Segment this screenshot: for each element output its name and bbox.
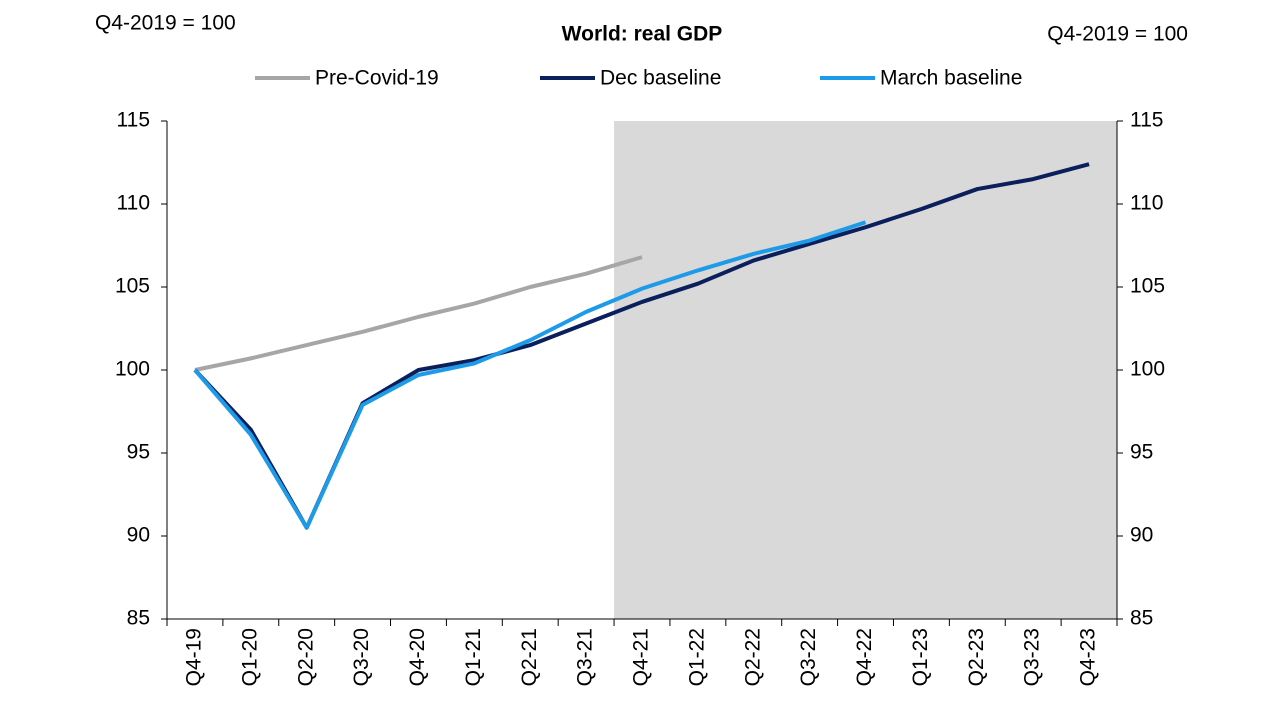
- y-tick-label: 95: [127, 441, 150, 464]
- y2-tick-label: 110: [1130, 192, 1163, 215]
- x-tick-label: Q2-21: [518, 628, 541, 686]
- left-axis-unit: Q4-2019 = 100: [95, 12, 236, 35]
- y2-tick-label: 100: [1130, 358, 1165, 381]
- x-tick-label: Q4-20: [406, 628, 429, 686]
- x-tick-label: Q4-19: [182, 628, 205, 686]
- series-line: [194, 255, 643, 372]
- y-tick-label: 115: [117, 109, 150, 132]
- x-tick-label: Q3-21: [574, 628, 597, 686]
- x-tick-label: Q3-20: [350, 628, 373, 686]
- x-tick-label: Q3-23: [1021, 628, 1044, 686]
- x-tick-label: Q1-23: [909, 628, 932, 686]
- y2-tick-label: 85: [1130, 607, 1153, 630]
- x-tick-label: Q4-21: [630, 628, 653, 686]
- y2-tick-label: 95: [1130, 441, 1153, 464]
- y-tick-label: 100: [115, 358, 150, 381]
- x-tick-label: Q1-21: [462, 628, 485, 686]
- right-axis-unit: Q4-2019 = 100: [1047, 23, 1188, 46]
- x-tick-label: Q1-20: [238, 628, 261, 686]
- x-tick-label: Q1-22: [685, 628, 708, 686]
- y2-tick-label: 115: [1130, 109, 1163, 132]
- legend-label: Dec baseline: [600, 67, 721, 90]
- chart-title: World: real GDP: [562, 23, 723, 46]
- y2-tick-label: 90: [1130, 524, 1153, 547]
- y-tick-label: 90: [127, 524, 150, 547]
- series-line: [193, 220, 867, 530]
- x-tick-label: Q4-22: [853, 628, 876, 686]
- x-tick-label: Q4-23: [1077, 628, 1100, 686]
- x-tick-label: Q2-22: [741, 628, 764, 686]
- y-tick-label: 85: [127, 607, 150, 630]
- forecast-shade: [614, 121, 1117, 619]
- legend-label: March baseline: [880, 67, 1022, 90]
- x-tick-label: Q3-22: [797, 628, 820, 686]
- x-tick-label: Q2-23: [965, 628, 988, 686]
- y2-tick-label: 105: [1130, 275, 1165, 298]
- y-tick-label: 105: [115, 275, 150, 298]
- legend-label: Pre-Covid-19: [315, 67, 439, 90]
- x-tick-label: Q2-20: [294, 628, 317, 686]
- y-tick-label: 110: [117, 192, 150, 215]
